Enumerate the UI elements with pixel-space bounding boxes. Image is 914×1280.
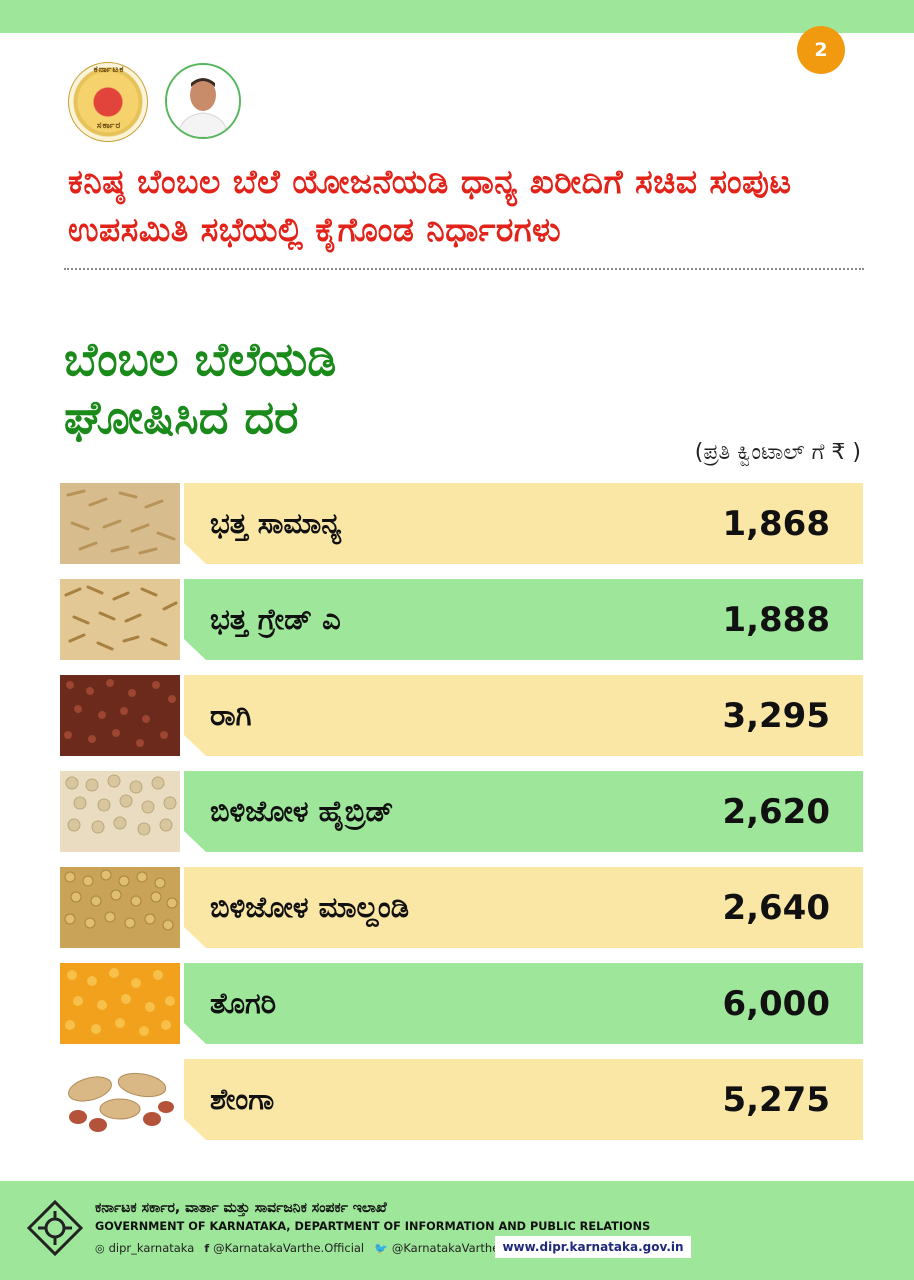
social-links: ◎ dipr_karnataka f @KarnatakaVarthe.Offi… (95, 1241, 509, 1255)
crop-name: ತೊಗರಿ (210, 986, 277, 1020)
crop-price: 1,888 (722, 599, 830, 640)
paddy-icon (60, 483, 180, 564)
emblem-bottom-text: ಸರ್ಕಾರ (96, 121, 122, 131)
footer-department-kannada: ಕರ್ನಾಟಕ ಸರ್ಕಾರ, ವಾರ್ತಾ ಮತ್ತು ಸಾರ್ವಜನಿಕ ಸ… (95, 1200, 387, 1216)
crop-name: ರಾಗಿ (210, 698, 252, 732)
ragi-icon (60, 675, 180, 756)
twitter-handle: @KarnatakaVarthe (391, 1241, 500, 1255)
groundnut-icon (60, 1059, 180, 1140)
crop-price: 2,620 (722, 791, 830, 832)
crop-name: ಭತ್ತ ಗ್ರೇಡ್ ಎ (210, 602, 341, 636)
top-banner (0, 0, 914, 33)
crop-price: 6,000 (722, 983, 830, 1024)
crop-name: ಬಿಳಿಜೋಳ ಮಾಲ್ದಂಡಿ (210, 890, 410, 924)
instagram-link[interactable]: ◎ dipr_karnataka (95, 1241, 194, 1255)
crop-row: ಭತ್ತ ಸಾಮಾನ್ಯ 1,868 (60, 483, 863, 564)
paddy-grade-a-icon (60, 579, 180, 660)
page-number-badge: 2 (797, 26, 845, 74)
price-bar (184, 963, 863, 1044)
crop-price: 3,295 (722, 695, 830, 736)
jowar-maldandi-icon (60, 867, 180, 948)
facebook-link[interactable]: f @KarnatakaVarthe.Official (204, 1241, 364, 1255)
footer-department-english: GOVERNMENT OF KARNATAKA, DEPARTMENT OF I… (95, 1220, 651, 1233)
price-bar (184, 483, 863, 564)
jowar-hybrid-icon (60, 771, 180, 852)
page-headline: ಕನಿಷ್ಠ ಬೆಂಬಲ ಬೆಲೆ ಯೋಜನೆಯಡಿ ಧಾನ್ಯ ಖರೀದಿಗೆ… (68, 162, 792, 249)
facebook-icon: f (204, 1241, 210, 1255)
emblem-top-text: ಕರ್ನಾಟಕ (93, 65, 125, 75)
price-bar (184, 867, 863, 948)
crop-price: 5,275 (722, 1079, 830, 1120)
crop-price: 2,640 (722, 887, 830, 928)
price-bar (184, 771, 863, 852)
section-title-line-1: ಬೆಂಬಲ ಬೆಲೆಯಡಿ (64, 332, 337, 386)
price-bar (184, 1059, 863, 1140)
crop-price: 1,868 (722, 503, 830, 544)
crop-row: ಬಿಳಿಜೋಳ ಹೈಬ್ರಿಡ್ 2,620 (60, 771, 863, 852)
crop-row: ತೊಗರಿ 6,000 (60, 963, 863, 1044)
website-link[interactable]: www.dipr.karnataka.gov.in (495, 1236, 691, 1258)
dipr-logo-icon (26, 1199, 84, 1257)
price-bar (184, 675, 863, 756)
footer (0, 1181, 914, 1280)
tur-dal-icon (60, 963, 180, 1044)
crop-row: ಭತ್ತ ಗ್ರೇಡ್ ಎ 1,888 (60, 579, 863, 660)
crop-name: ಭತ್ತ ಸಾಮಾನ್ಯ (210, 506, 342, 540)
crop-row: ಬಿಳಿಜೋಳ ಮಾಲ್ದಂಡಿ 2,640 (60, 867, 863, 948)
twitter-icon: 🐦 (374, 1241, 388, 1255)
chief-minister-portrait (165, 63, 241, 139)
crop-name: ಬಿಳಿಜೋಳ ಹೈಬ್ರಿಡ್ (210, 794, 394, 828)
crop-row: ಶೇಂಗಾ 5,275 (60, 1059, 863, 1140)
instagram-handle: dipr_karnataka (108, 1241, 195, 1255)
section-title-line-2: ಘೋಷಿಸಿದ ದರ (64, 390, 299, 444)
karnataka-emblem-icon (68, 62, 148, 142)
price-bar (184, 579, 863, 660)
instagram-icon: ◎ (95, 1241, 105, 1255)
dotted-divider (64, 268, 864, 270)
unit-note: (ಪ್ರತಿ ಕ್ವಿಂಟಾಲ್ ಗೆ ₹ ) (694, 440, 861, 465)
section-title: ಬೆಂಬಲ ಬೆಲೆಯಡಿ ಘೋಷಿಸಿದ ದರ (64, 330, 336, 446)
crop-name: ಶೇಂಗಾ (210, 1082, 275, 1116)
twitter-link[interactable]: 🐦 @KarnatakaVarthe (374, 1241, 499, 1255)
facebook-handle: @KarnatakaVarthe.Official (213, 1241, 365, 1255)
crop-row: ರಾಗಿ 3,295 (60, 675, 863, 756)
